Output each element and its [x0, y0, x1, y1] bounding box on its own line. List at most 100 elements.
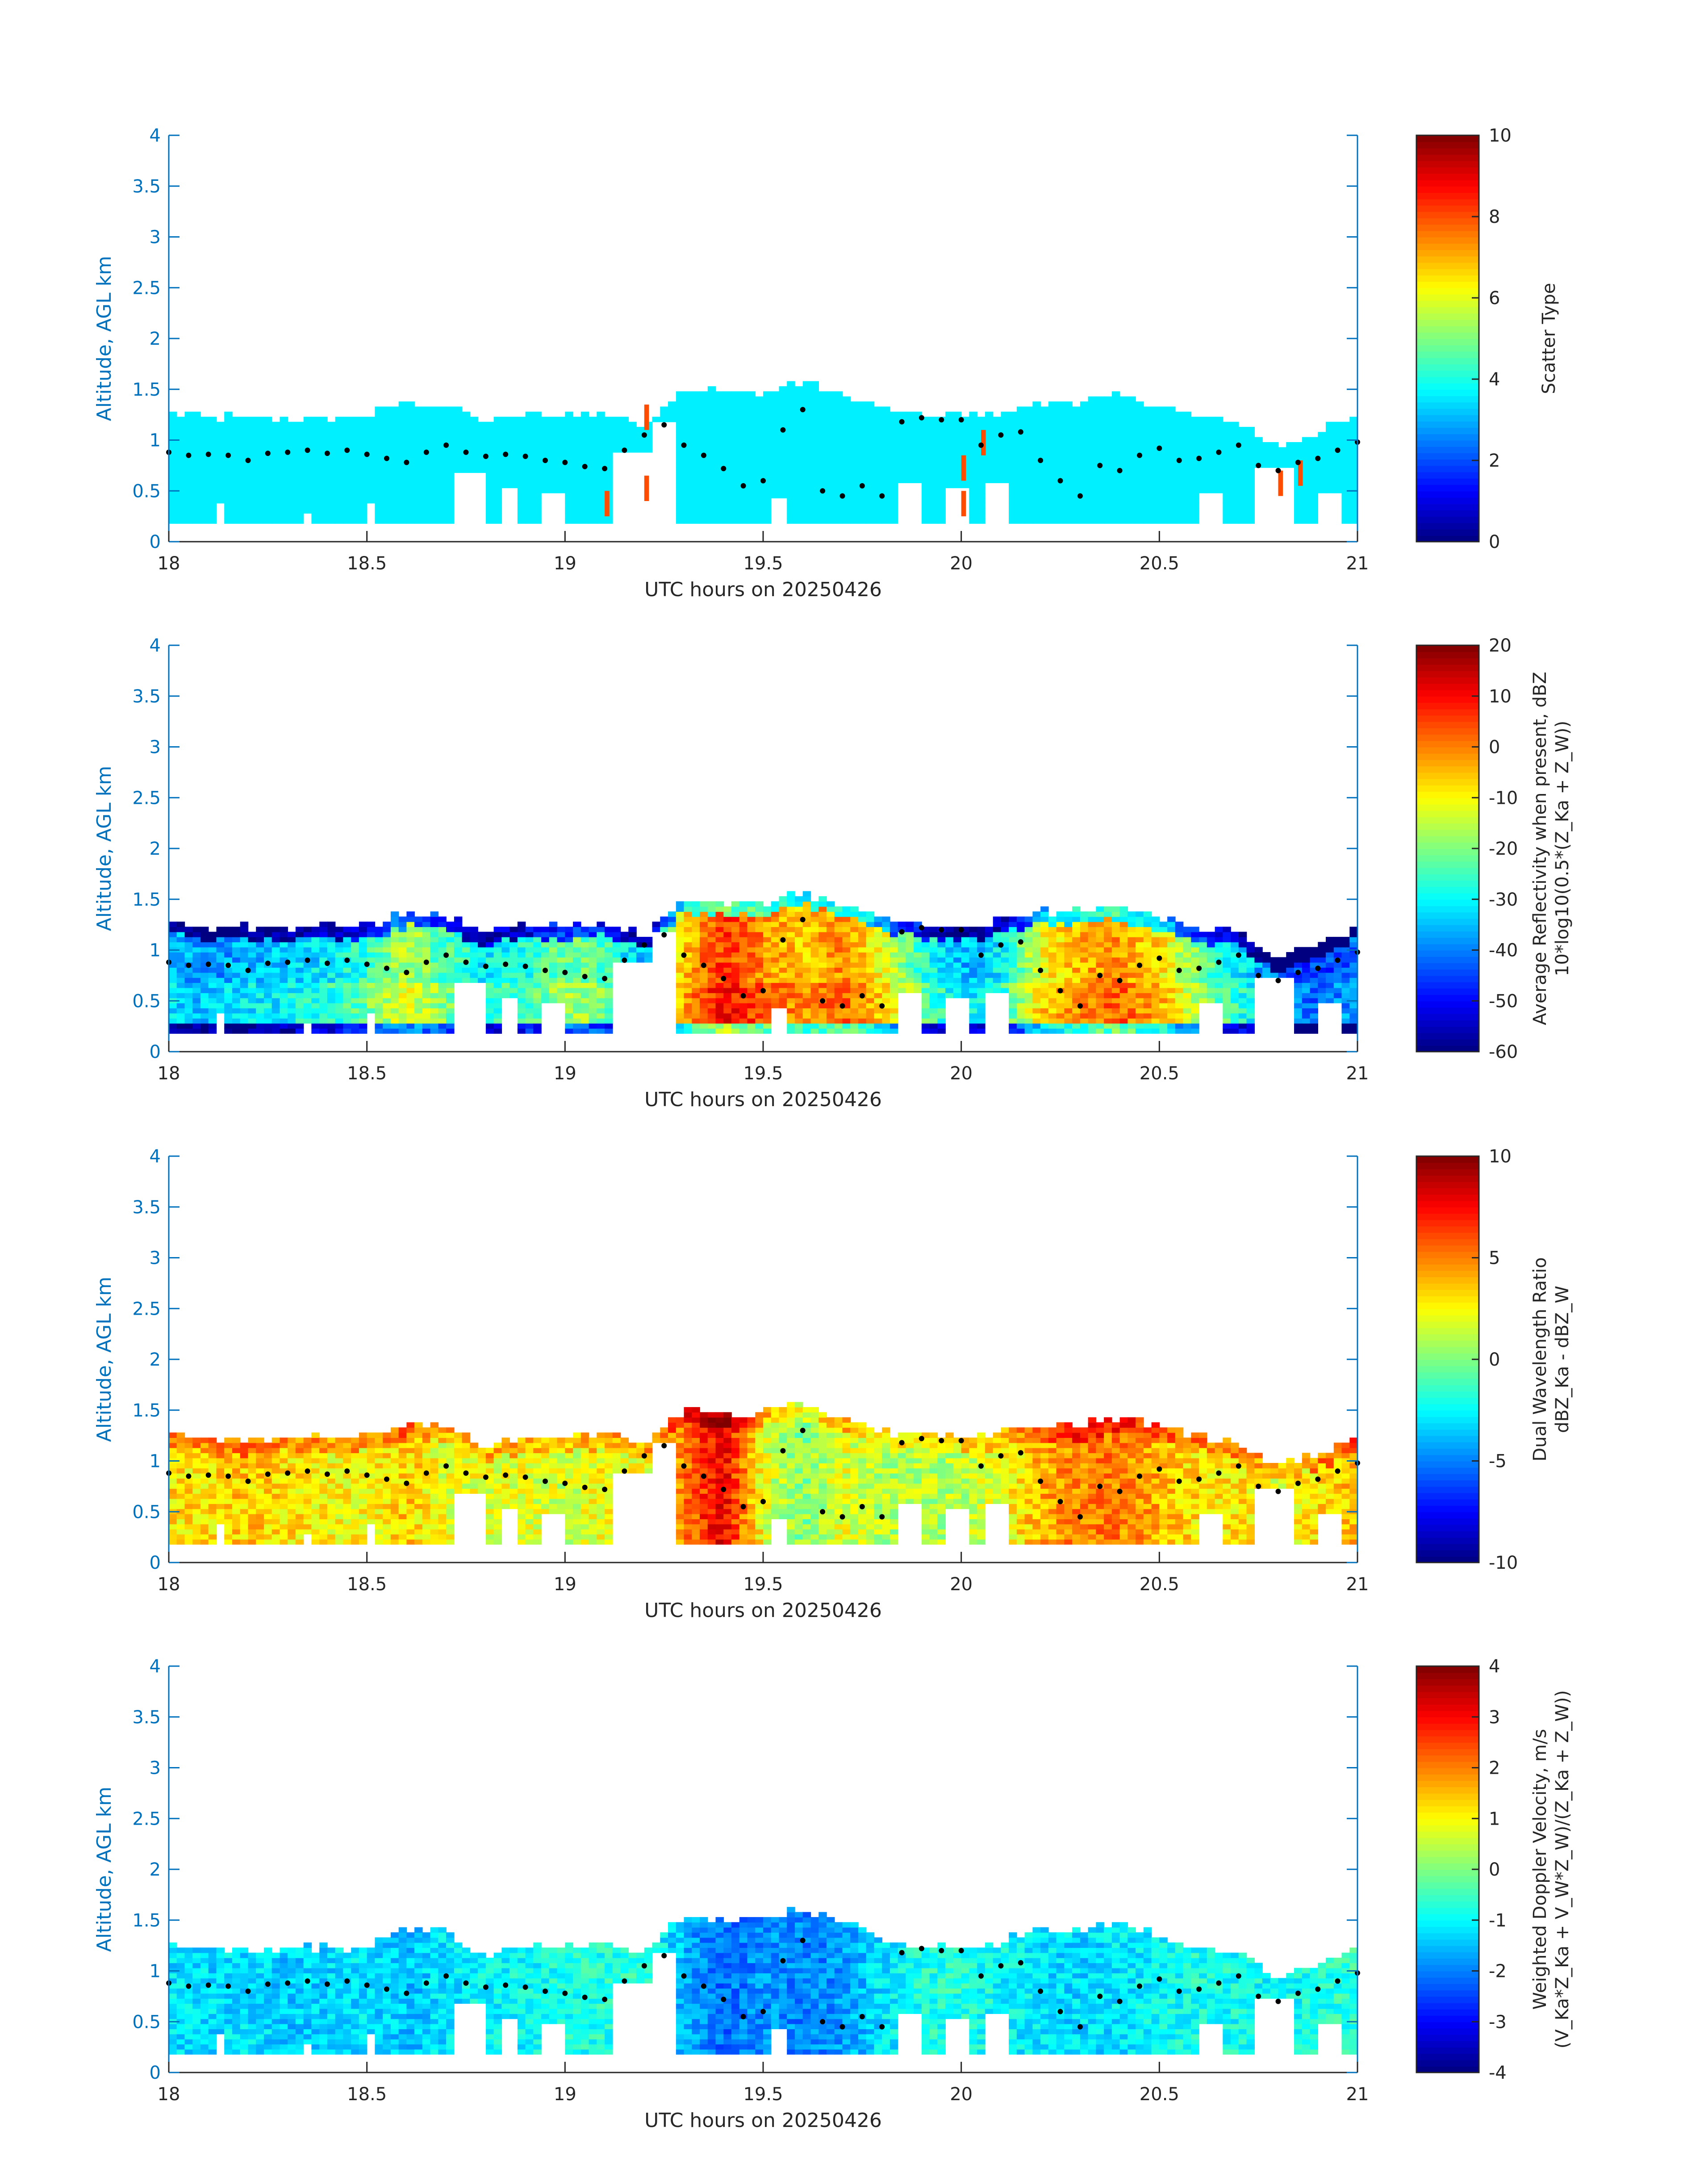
heatmap-cell: [1246, 447, 1255, 453]
heatmap-cell: [1119, 518, 1128, 524]
heatmap-cell: [557, 942, 566, 948]
heatmap-cell: [771, 942, 780, 948]
heatmap-cell: [676, 503, 685, 509]
heatmap-cell: [200, 932, 209, 937]
heatmap-cell: [779, 417, 787, 422]
heatmap-cell: [422, 936, 431, 943]
heatmap-cell: [200, 967, 209, 973]
heatmap-cell: [834, 498, 843, 504]
heatmap-cell: [1183, 417, 1192, 422]
heatmap-cell: [739, 447, 748, 453]
heatmap-cell: [827, 1018, 835, 1024]
heatmap-cell: [827, 518, 835, 524]
heatmap-cell: [1056, 498, 1065, 504]
heatmap-cell: [422, 921, 431, 927]
heatmap-cell: [993, 437, 1002, 443]
heatmap-cell: [802, 462, 811, 468]
heatmap-cell: [359, 457, 367, 463]
heatmap-cell: [351, 467, 359, 473]
heatmap-cell: [1111, 462, 1120, 468]
heatmap-cell: [937, 442, 946, 448]
heatmap-cell: [795, 987, 803, 993]
heatmap-cell: [715, 401, 724, 407]
heatmap-cell: [454, 952, 463, 958]
heatmap-cell: [652, 921, 660, 927]
heatmap-cell: [771, 391, 780, 397]
heatmap-cell: [802, 472, 811, 478]
heatmap-cell: [763, 932, 772, 937]
outlier-cell: [644, 476, 649, 501]
heatmap-cell: [493, 1018, 502, 1024]
heatmap-cell: [271, 488, 280, 493]
heatmap-cell: [1215, 477, 1224, 483]
heatmap-cell: [446, 982, 455, 988]
heatmap-cell: [549, 426, 558, 433]
heatmap-cell: [1175, 508, 1184, 514]
heatmap-cell: [1159, 508, 1168, 514]
heatmap-cell: [478, 457, 486, 463]
heatmap-cell: [232, 488, 241, 493]
heatmap-cell: [747, 498, 756, 504]
heatmap-cell: [1199, 462, 1207, 468]
heatmap-cell: [819, 396, 827, 402]
heatmap-cell: [1175, 503, 1184, 509]
heatmap-cell: [1262, 457, 1271, 463]
heatmap-cell: [1294, 447, 1303, 453]
heatmap-cell: [1119, 493, 1128, 498]
heatmap-cell: [406, 432, 415, 438]
heatmap-cell: [533, 962, 542, 968]
heatmap-cell: [1064, 467, 1073, 473]
heatmap-cell: [565, 488, 573, 493]
heatmap-cell: [1128, 406, 1136, 412]
heatmap-cell: [589, 987, 597, 993]
heatmap-cell: [700, 932, 708, 937]
heatmap-cell: [802, 396, 811, 402]
heatmap-cell: [192, 982, 201, 988]
heatmap-cell: [1064, 401, 1073, 407]
heatmap-cell: [264, 1028, 272, 1034]
heatmap-cell: [1246, 508, 1255, 514]
heatmap-cell: [827, 452, 835, 458]
heatmap-cell: [430, 417, 439, 422]
heatmap-cell: [882, 422, 890, 427]
heatmap-cell: [1207, 472, 1215, 478]
heatmap-cell: [802, 483, 811, 489]
heatmap-cell: [906, 426, 914, 433]
heatmap-cell: [715, 488, 724, 493]
heatmap-cell: [557, 472, 566, 478]
heatmap-cell: [1040, 508, 1049, 514]
heatmap-cell: [335, 493, 344, 498]
heatmap-cell: [605, 1028, 613, 1034]
heatmap-cell: [723, 417, 732, 422]
heatmap-cell: [802, 442, 811, 448]
heatmap-cell: [351, 947, 359, 953]
colorbar-segment: [1416, 345, 1479, 352]
heatmap-cell: [1310, 437, 1318, 443]
heatmap-cell: [676, 1023, 685, 1029]
heatmap-cell: [802, 422, 811, 427]
heatmap-cell: [327, 432, 336, 438]
heatmap-cell: [383, 406, 391, 412]
heatmap-cell: [882, 1008, 890, 1014]
heatmap-cell: [850, 452, 859, 458]
heatmap-cell: [541, 957, 550, 963]
heatmap-cell: [684, 396, 692, 402]
heatmap-cell: [200, 947, 209, 953]
heatmap-cell: [208, 422, 217, 427]
heatmap-cell: [795, 488, 803, 493]
heatmap-cell: [763, 411, 772, 417]
heatmap-cell: [375, 982, 383, 988]
x-tick-label: 21: [1346, 553, 1369, 574]
marker-point: [859, 483, 865, 489]
heatmap-cell: [525, 467, 534, 473]
heatmap-cell: [1341, 422, 1350, 427]
heatmap-cell: [842, 1008, 851, 1014]
marker-point: [681, 442, 687, 448]
heatmap-cell: [485, 932, 494, 937]
heatmap-cell: [707, 508, 716, 514]
heatmap-cell: [707, 998, 716, 1003]
heatmap-cell: [819, 498, 827, 504]
heatmap-cell: [224, 932, 233, 937]
heatmap-cell: [462, 932, 471, 937]
heatmap-cell: [470, 457, 478, 463]
